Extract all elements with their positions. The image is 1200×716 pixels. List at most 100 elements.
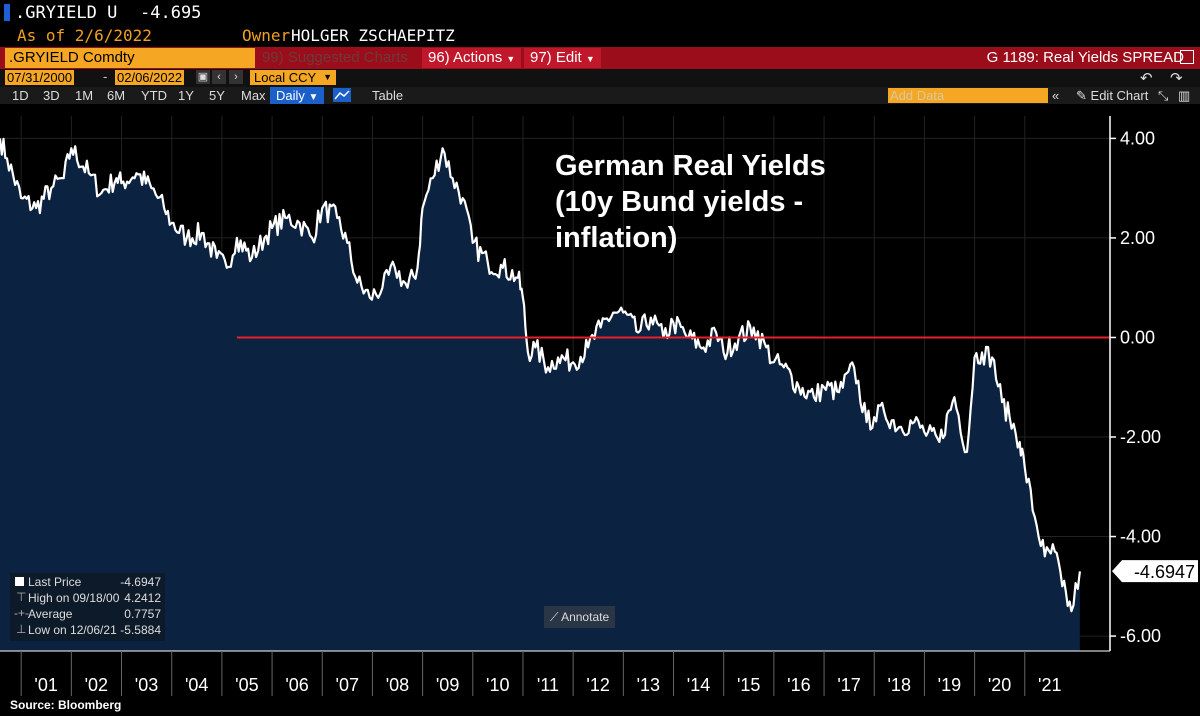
calendar-icon[interactable]: ▣ [196,70,210,84]
y-tick-label: -2.00 [1120,427,1161,447]
x-tick-label: '16 [787,675,810,695]
low-marker-icon: ⊥ [16,622,27,636]
line-chart-glyph [334,90,350,100]
security-field[interactable]: .GRYIELD Comdty [5,48,255,68]
legend-last-label: Last Price [28,575,82,589]
actions-menu[interactable]: 96) Actions ▼ [422,48,522,68]
y-tick-label: 4.00 [1120,128,1155,148]
currency-select[interactable]: Local CCY ▼ [250,70,336,85]
x-tick-label: '11 [537,675,559,695]
chart-title-line: inflation) [555,222,678,254]
range-3d[interactable]: 3D [43,88,60,103]
x-tick-label: '12 [586,675,609,695]
frequency-label: Daily [276,88,305,103]
legend-high-label: High on 09/18/00 [28,591,120,605]
legend-low-label: Low on 12/06/21 [28,623,117,637]
dropdown-arrow-icon: ▼ [585,54,595,64]
range-1m[interactable]: 1M [75,88,94,103]
undo-icon[interactable]: ↶ [1140,70,1153,87]
legend-high-value: 4.2412 [124,591,161,605]
x-tick-label: '03 [135,675,158,695]
y-tick-label: 2.00 [1120,228,1155,248]
y-tick-label: -4.00 [1120,527,1161,547]
annotate-label: Annotate [561,610,610,624]
last-price-tag: -4.6947 [1112,560,1198,583]
start-date-field[interactable]: 07/31/2000 [5,70,75,85]
x-tick-label: '21 [1038,675,1061,695]
prev-period-icon[interactable]: ‹ [212,70,226,84]
dropdown-arrow-icon: ▼ [506,54,516,64]
as-of-date: As of 2/6/2022 [17,26,152,45]
legend-last-value: -4.6947 [120,575,161,589]
range-1d[interactable]: 1D [12,88,29,103]
legend-average-value: 0.7757 [124,607,161,621]
collapse-icon[interactable]: « [1052,88,1060,103]
high-marker-icon: ⊤ [16,590,27,604]
x-tick-label: '06 [285,675,308,695]
line-chart-icon[interactable] [333,88,351,102]
last-price-tag-label: -4.6947 [1134,562,1195,582]
x-tick-label: '07 [336,675,359,695]
edit-menu[interactable]: 97) Edit ▼ [524,48,601,68]
x-axis: '01 '02 '03 '04 '05 '06 '07 '08 '09 '10 '11 '12 '13 '… [0,650,1110,696]
resize-icon[interactable]: ⤡ [1158,88,1169,103]
pencil-icon: ✎ [1076,88,1087,103]
x-tick-label: '20 [988,675,1011,695]
x-tick-label: '18 [888,675,911,695]
redo-icon[interactable]: ↷ [1170,70,1183,87]
series-line [0,137,1081,613]
range-ytd[interactable]: YTD [141,88,167,103]
range-5y[interactable]: 5Y [209,88,225,103]
legend-average-label: Average [28,607,73,621]
x-tick-label: '15 [737,675,760,695]
range-1y[interactable]: 1Y [178,88,194,103]
series-swatch [15,577,24,586]
x-tick-label: '17 [837,675,860,695]
chart-title-line: German Real Yields [555,150,826,182]
pencil-icon: ⟋ [550,610,559,624]
average-marker-icon: -+- [14,606,29,620]
expand-window-icon[interactable] [1180,50,1194,64]
table-button[interactable]: Table [372,88,404,103]
edit-chart-label: Edit Chart [1090,88,1149,103]
legend-box: Last Price -4.6947 ⊤ High on 09/18/00 4.… [10,573,165,641]
x-tick-label: '09 [436,675,459,695]
actions-label: 96) Actions [428,49,503,66]
area-fill [0,138,1080,651]
owner-name: HOLGER ZSCHAEPITZ [291,26,455,45]
x-tick-label: '01 [34,675,57,695]
y-tick-label: 0.00 [1120,327,1155,347]
chart-area: 4.00 2.00 0.00 -2.00 -4.00 -6.00 '01 '02 '03 '04… [0,116,1198,696]
next-period-icon[interactable]: › [229,70,243,84]
suggested-charts-button[interactable]: 99) Suggested Charts [262,49,408,66]
last-price-tag-shape [1112,560,1198,583]
options-icon[interactable]: ▥ [1178,88,1191,103]
dropdown-arrow-icon: ▼ [308,92,319,103]
dropdown-arrow-icon: ▼ [323,72,332,82]
graph-title: G 1189: Real Yields SPREAD [986,49,1184,66]
edit-chart-button[interactable]: ✎ Edit Chart [1076,87,1148,104]
x-tick-label: '14 [687,675,710,695]
last-value: -4.695 [140,3,202,23]
source-note: Source: Bloomberg [10,698,122,712]
edit-label: 97) Edit [530,49,582,66]
range-6m[interactable]: 6M [107,88,126,103]
x-tick-label: '08 [386,675,409,695]
y-tick-label: -6.00 [1120,626,1161,646]
date-separator: - [103,69,108,84]
x-tick-label: '05 [235,675,258,695]
ticker-marker [4,4,10,21]
chart-title: German Real Yields (10y Bund yields - in… [555,148,915,256]
end-date-field[interactable]: 02/06/2022 [115,70,185,85]
ticker-label: .GRYIELD U [15,3,118,23]
annotate-button[interactable]: ⟋ Annotate [544,606,616,628]
currency-label: Local CCY [254,70,317,85]
range-max[interactable]: Max [241,88,266,103]
x-tick-label: '13 [637,675,660,695]
chart-title-line: (10y Bund yields - [555,186,804,218]
add-data-input[interactable]: Add Data [888,88,1048,103]
owner-label: Owner [242,26,291,45]
frequency-select[interactable]: Daily ▼ [270,87,325,104]
x-tick-label: '04 [185,675,208,695]
legend-low-value: -5.5884 [120,623,161,637]
